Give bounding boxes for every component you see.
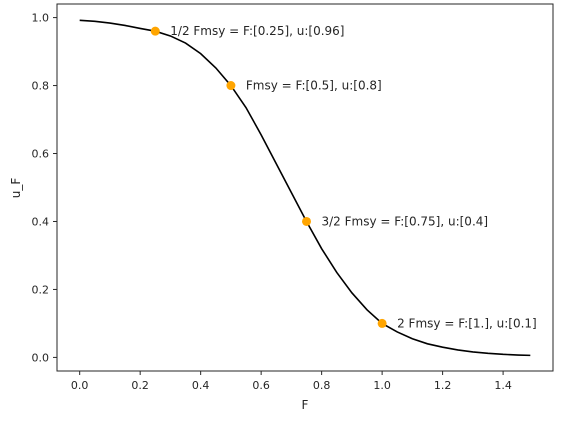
x-tick-label: 0.2	[131, 379, 149, 392]
x-tick-label: 0.6	[252, 379, 270, 392]
y-tick-label: 0.8	[32, 80, 50, 93]
point-annotation: 2 Fmsy = F:[1.], u:[0.1]	[397, 316, 537, 330]
y-axis-label: u_F	[9, 178, 23, 199]
point-annotation: 1/2 Fmsy = F:[0.25], u:[0.96]	[170, 24, 344, 38]
x-tick-label: 1.4	[494, 379, 512, 392]
x-tick-label: 1.2	[434, 379, 452, 392]
y-tick-label: 0.2	[32, 283, 50, 296]
data-point	[226, 81, 236, 91]
x-axis-label: F	[302, 398, 309, 412]
y-tick-label: 1.0	[32, 12, 50, 25]
points-layer	[150, 26, 387, 328]
x-tick-label: 0.0	[71, 379, 89, 392]
plot-background	[57, 4, 553, 371]
data-point	[150, 26, 160, 36]
annotation-layer: 1/2 Fmsy = F:[0.25], u:[0.96] Fmsy = F:[0…	[170, 24, 536, 330]
y-tick-label: 0.4	[32, 215, 50, 228]
y-axis-ticks: 0.0 0.2 0.4 0.6 0.8 1.0	[32, 12, 57, 364]
x-tick-label: 0.4	[192, 379, 210, 392]
x-tick-label: 1.0	[373, 379, 391, 392]
data-point	[377, 318, 387, 328]
y-tick-label: 0.0	[32, 351, 50, 364]
point-annotation: 3/2 Fmsy = F:[0.75], u:[0.4]	[322, 214, 489, 228]
x-tick-label: 0.8	[313, 379, 331, 392]
plot-frame	[56, 3, 554, 372]
y-tick-label: 0.6	[32, 148, 50, 161]
data-point	[302, 216, 312, 226]
x-axis-ticks: 0.0 0.2 0.4 0.6 0.8 1.0 1.2 1.4	[71, 371, 512, 392]
point-annotation: Fmsy = F:[0.5], u:[0.8]	[246, 79, 382, 93]
